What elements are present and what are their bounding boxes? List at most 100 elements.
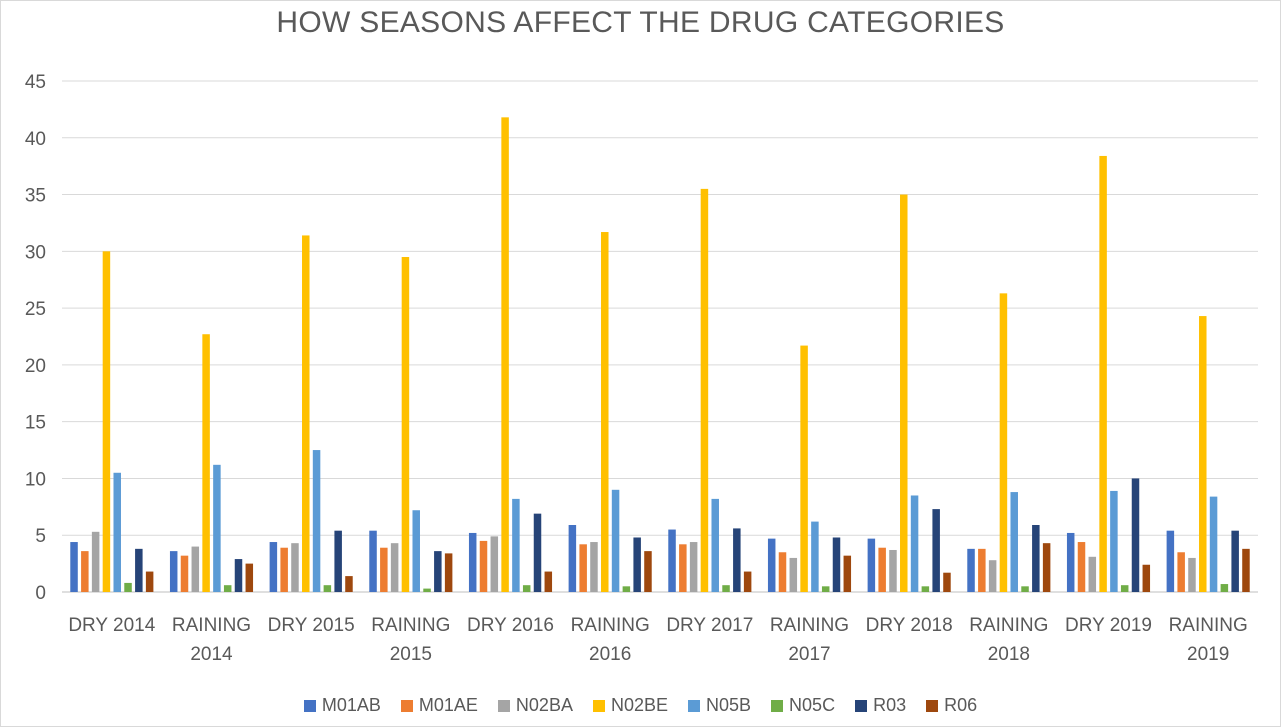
y-axis: 0 5 10 15 20 25 30 35 40 45 [25,72,46,604]
bar-r06 [345,576,353,592]
bar-n05b [412,510,420,592]
y-tick-label: 30 [25,242,46,263]
bar-r03 [1131,478,1140,592]
bar-m01ae [878,547,886,592]
legend-label: R03 [873,695,907,715]
y-tick-label: 35 [25,186,46,207]
y-tick-label: 5 [35,526,46,547]
bar-n05c [722,585,730,592]
bar-r06 [444,553,453,592]
x-tick-label: RAINING [371,615,450,636]
bar-n05b [213,464,221,592]
x-tick-label: 2018 [988,644,1030,665]
bar-m01ab [468,532,477,592]
bar-n02be [601,232,609,593]
bar-n02be [102,251,111,593]
x-tick-label: DRY 2016 [467,615,554,636]
x-tick-label: 2015 [390,644,432,665]
bar-n02be [401,257,410,592]
x-tick-label: RAINING [770,615,849,636]
bar-n02be [501,117,509,593]
legend-swatch [303,699,316,712]
legend-label: M01AB [321,695,381,715]
legend-label: N02BA [515,695,573,715]
bar-n05b [113,472,121,592]
x-tick-label: 2016 [589,644,631,665]
bar-n05b [312,450,321,592]
bar-n05c [1220,584,1229,592]
legend-label: N05C [789,695,836,715]
bar-n02be [800,345,808,592]
bar-m01ab [568,525,577,592]
legend: M01AB M01AE N02BA N02BE N05B N05C R03 R06 [0,695,1281,716]
bar-r03 [533,513,542,592]
bar-n02ba [1088,556,1097,592]
bar-n05b [1209,496,1218,592]
x-tick-label: DRY 2015 [268,615,355,636]
legend-swatch [855,699,868,712]
x-tick-label: DRY 2018 [866,615,953,636]
bar-n02be [202,334,210,592]
bar-r06 [843,555,852,592]
bar-r06 [1042,543,1051,592]
bar-n02ba [889,549,897,592]
bar-n02ba [91,531,100,592]
y-tick-label: 10 [25,469,46,490]
y-tick-label: 15 [25,413,46,434]
bar-n05b [512,498,520,592]
legend-item-n02ba: N02BA [497,695,573,716]
bar-n02ba [390,543,399,592]
bar-n05c [921,586,930,592]
legend-item-n05b: N05B [688,695,751,716]
bar-m01ae [1077,542,1086,592]
legend-label: R06 [944,695,978,715]
bar-n02ba [689,542,698,592]
bar-m01ae [380,547,388,592]
bar-m01ab [1166,530,1175,592]
bar-n02ba [1188,557,1196,592]
bar-m01ae [978,548,986,592]
bar-m01ab [70,542,78,592]
bar-r06 [544,571,553,592]
bar-r03 [932,509,940,592]
bar-m01ae [479,540,488,592]
legend-item-n02be: N02BE [592,695,669,716]
bar-m01ab [269,542,278,592]
legend-swatch [400,699,413,712]
bar-r03 [135,548,143,592]
bar-n02be [302,235,310,593]
bar-r03 [434,551,442,592]
bar-n02ba [291,543,299,592]
bar-m01ae [180,555,189,592]
x-tick-label: RAINING [969,615,1048,636]
legend-item-m01ae: M01AE [400,695,478,716]
bar-n05b [811,521,819,592]
bar-r06 [1142,564,1151,592]
legend-label: N02BE [610,695,669,715]
bar-n05c [423,588,431,592]
bar-n05c [821,586,830,592]
legend-item-m01ab: M01AB [303,695,381,716]
y-tick-label: 25 [25,299,46,320]
bar-m01ab [668,529,676,592]
bar-m01ab [767,538,776,592]
bar-n05b [910,495,919,592]
bar-n05c [1120,585,1129,592]
bar-n02ba [191,546,200,592]
x-tick-label: RAINING [172,615,251,636]
legend-swatch [688,699,701,712]
y-tick-label: 45 [25,72,46,93]
bar-r03 [334,530,342,592]
bar-r03 [733,528,741,592]
bar-n02ba [490,536,499,592]
bar-m01ae [679,544,687,592]
bar-n05c [124,582,132,592]
bar-r03 [1231,530,1239,592]
bar-r03 [832,537,841,592]
bar-n02ba [988,560,997,592]
chart-title: HOW SEASONS AFFECT THE DRUG CATEGORIES [276,6,1005,39]
bar-n05b [611,489,620,592]
x-tick-label: DRY 2014 [68,615,155,636]
bar-r06 [743,571,752,592]
